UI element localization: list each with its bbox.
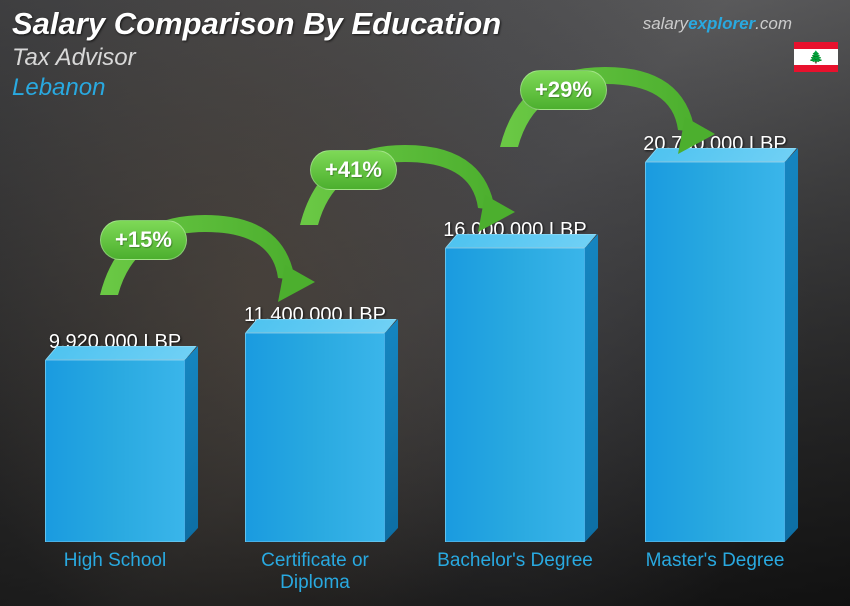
bar — [245, 333, 385, 542]
watermark: salaryexplorer.com — [643, 14, 792, 34]
bar-side-face — [185, 346, 198, 542]
bar-group: 11,400,000 LBPCertificate or Diploma — [225, 304, 405, 594]
bar-front-face — [45, 360, 185, 542]
bar-front-face — [445, 248, 585, 542]
bar-label: Certificate or Diploma — [225, 550, 405, 594]
bar-group: 16,000,000 LBPBachelor's Degree — [425, 219, 605, 594]
bar-side-face — [585, 234, 598, 542]
bar-group: 20,700,000 LBPMaster's Degree — [625, 133, 805, 594]
bar-top-face — [445, 234, 597, 248]
bar-group: 9,920,000 LBPHigh School — [25, 331, 205, 594]
bar-front-face — [245, 333, 385, 542]
job-title: Tax Advisor — [12, 44, 838, 72]
bar-top-face — [645, 148, 797, 162]
bar — [445, 248, 585, 542]
bar-label: Bachelor's Degree — [437, 550, 593, 594]
bar-side-face — [785, 148, 798, 542]
bar-label: High School — [64, 550, 166, 594]
bar-side-face — [385, 319, 398, 542]
bar-front-face — [645, 162, 785, 542]
bar — [645, 162, 785, 542]
bar-top-face — [45, 346, 197, 360]
flag-lebanon: 🌲 — [794, 42, 838, 72]
bar-chart: 9,920,000 LBPHigh School11,400,000 LBPCe… — [20, 94, 810, 594]
bar — [45, 360, 185, 542]
bar-label: Master's Degree — [646, 550, 785, 594]
bar-top-face — [245, 319, 397, 333]
cedar-tree-icon: 🌲 — [809, 51, 824, 63]
